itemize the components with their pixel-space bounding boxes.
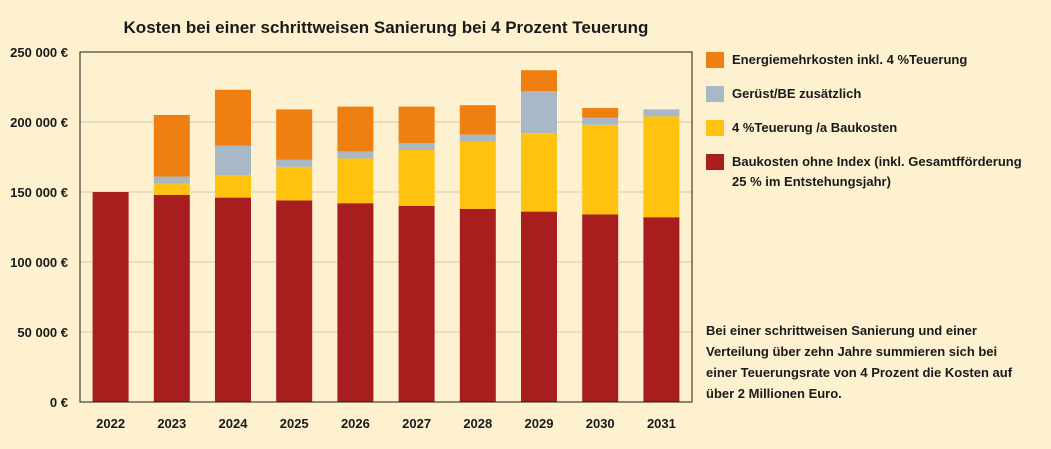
bar-chart: 0 € 50 000 € 100 000 € 150 000 € 200 000 € 25… [10, 45, 693, 431]
legend-swatch-inflation [706, 120, 724, 136]
x-tick-label: 2026 [341, 416, 370, 431]
bar-segment-inflation-2030 [582, 124, 619, 215]
x-tick-label: 2024 [219, 416, 249, 431]
bar-segment-scaffold-2029 [521, 91, 557, 134]
bar-segment-construction-2031 [643, 217, 680, 402]
bar-segment-construction-2028 [459, 208, 496, 402]
y-tick-label: 200 000 € [10, 115, 68, 130]
bar-segment-energy-2026 [337, 106, 374, 152]
x-tick-label: 2030 [586, 416, 615, 431]
bar-segment-construction-2029 [521, 211, 557, 402]
bar-segment-energy-2029 [521, 70, 557, 92]
legend-swatch-scaffold [706, 86, 724, 102]
summary-note: Bei einer schrittweisen Sanierung und ei… [706, 320, 1046, 404]
y-tick-label: 150 000 € [10, 185, 68, 200]
chart-title: Kosten bei einer schrittweisen Sanierung… [123, 18, 649, 37]
bar-segment-scaffold-2025 [276, 159, 313, 167]
summary-note-line: über 2 Millionen Euro. [706, 386, 842, 401]
bar-segment-inflation-2025 [276, 166, 313, 201]
bar-segment-scaffold-2024 [215, 145, 251, 176]
bar-segment-inflation-2023 [153, 183, 190, 195]
bar-segment-energy-2027 [398, 106, 435, 143]
bar-segment-inflation-2027 [398, 150, 435, 206]
bar-segment-inflation-2028 [459, 141, 496, 209]
x-tick-label: 2028 [463, 416, 492, 431]
legend-item-scaffold: Gerüst/BE zusätzlich [706, 84, 1046, 104]
bar-segment-inflation-2029 [521, 133, 557, 212]
legend-item-energy: Energiemehrkosten inkl. 4 %Teuerung [706, 50, 1046, 70]
bar-segment-energy-2023 [153, 115, 190, 177]
summary-note-line: Bei einer schrittweisen Sanierung und ei… [706, 323, 977, 338]
legend: Energiemehrkosten inkl. 4 %Teuerung Gerü… [706, 50, 1046, 206]
legend-label-scaffold: Gerüst/BE zusätzlich [732, 86, 862, 101]
bar-segment-inflation-2031 [643, 116, 680, 218]
y-tick-label: 250 000 € [10, 45, 68, 60]
bar-segment-energy-2025 [276, 109, 313, 160]
bar-segment-construction-2025 [276, 200, 313, 402]
bar-segment-construction-2024 [215, 197, 251, 402]
plot-frame [79, 51, 693, 403]
bar-segment-scaffold-2028 [459, 134, 496, 142]
bar-segment-scaffold-2023 [153, 176, 190, 184]
bar-segment-scaffold-2030 [582, 117, 619, 125]
bar-segment-energy-2024 [215, 89, 251, 146]
legend-swatch-construction [706, 154, 724, 170]
bar-segment-scaffold-2031 [643, 109, 680, 117]
summary-note-line: einer Teuerungsrate von 4 Prozent die Ko… [706, 365, 1013, 380]
bar-segment-construction-2030 [582, 214, 619, 402]
summary-note-line: Verteilung über zehn Jahre summieren sic… [706, 344, 998, 359]
y-tick-label: 50 000 € [17, 325, 68, 340]
bar-segment-energy-2030 [582, 108, 619, 118]
legend-item-construction: Baukosten ohne Index (inkl. Gesamtfförde… [706, 152, 1046, 192]
x-tick-label: 2029 [525, 416, 554, 431]
bar-segment-construction-2026 [337, 203, 374, 402]
bar-segment-inflation-2024 [215, 175, 251, 198]
legend-label-energy: Energiemehrkosten inkl. 4 %Teuerung [732, 52, 968, 67]
x-tick-label: 2023 [157, 416, 186, 431]
x-tick-label: 2027 [402, 416, 431, 431]
y-tick-label: 100 000 € [10, 255, 68, 270]
legend-item-inflation: 4 %Teuerung /a Baukosten [706, 118, 1046, 138]
x-tick-label: 2031 [647, 416, 676, 431]
legend-swatch-energy [706, 52, 724, 68]
x-tick-label: 2025 [280, 416, 309, 431]
y-tick-label: 0 € [50, 395, 68, 410]
legend-label-construction-line2: 25 % im Entstehungsjahr) [732, 174, 891, 189]
bar-segment-energy-2028 [459, 105, 496, 135]
bar-segment-construction-2022 [92, 192, 129, 402]
bar-segment-scaffold-2026 [337, 151, 374, 159]
bar-segment-scaffold-2027 [398, 143, 435, 150]
bar-segment-construction-2023 [153, 194, 190, 402]
legend-label-inflation: 4 %Teuerung /a Baukosten [732, 120, 898, 135]
bar-segment-construction-2027 [398, 206, 435, 402]
bar-segment-inflation-2026 [337, 158, 374, 204]
legend-label-construction-line1: Baukosten ohne Index (inkl. Gesamtfförde… [732, 154, 1022, 169]
x-tick-label: 2022 [96, 416, 125, 431]
